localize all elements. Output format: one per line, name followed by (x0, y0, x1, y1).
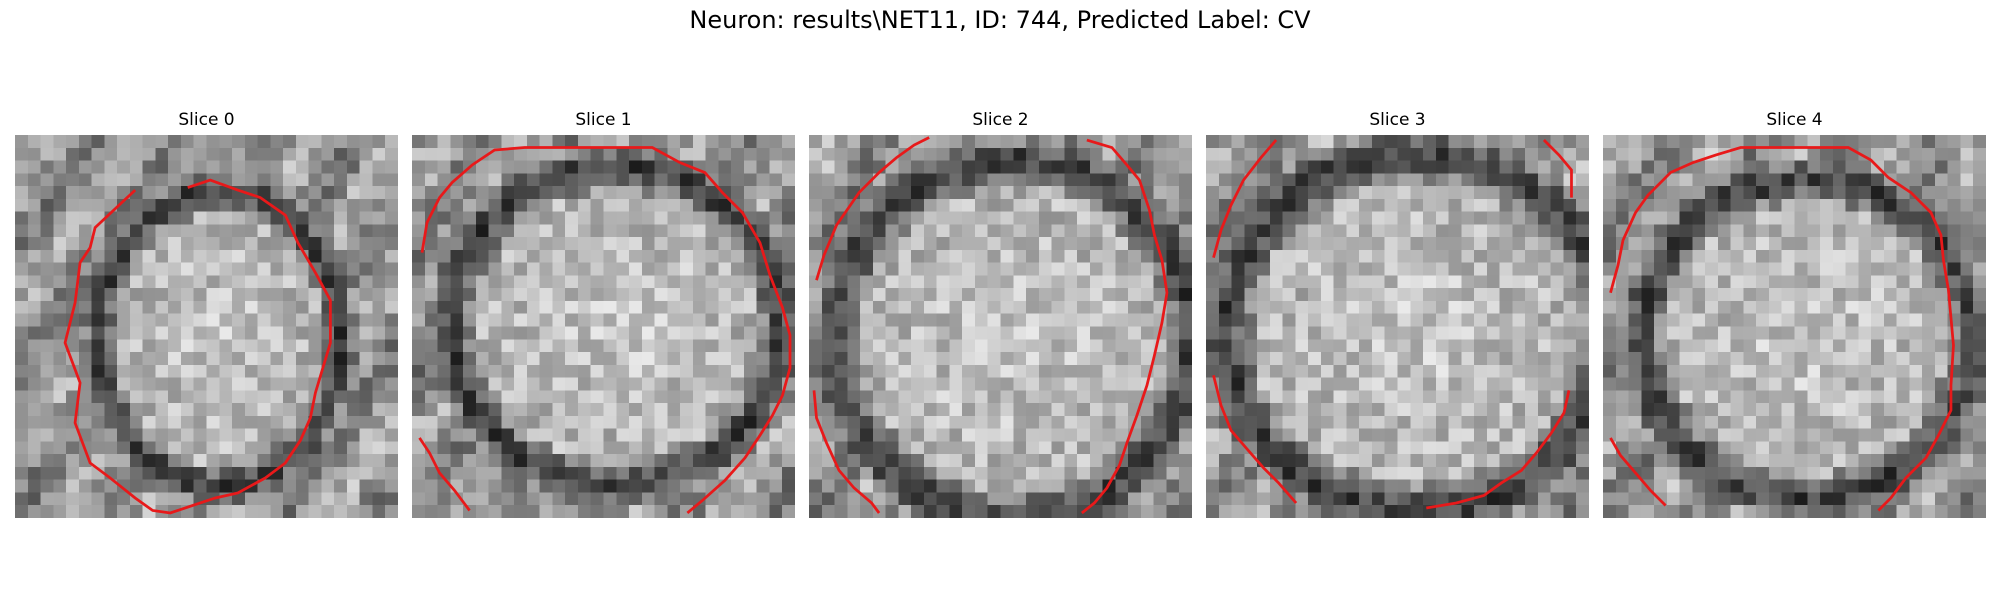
segmentation-contour (63, 178, 332, 515)
slice-panel: Slice 0 (15, 108, 398, 518)
slice-panel: Slice 2 (809, 108, 1192, 518)
slice-panel: Slice 1 (412, 108, 795, 518)
em-slice-image (412, 135, 795, 518)
slice-panel: Slice 4 (1603, 108, 1986, 518)
em-slice-image (15, 135, 398, 518)
segmentation-contour (1080, 138, 1169, 515)
slice-title: Slice 4 (1766, 110, 1823, 130)
slice-panel: Slice 3 (1206, 108, 1589, 518)
contour-overlay (63, 178, 332, 515)
segmentation-contour (1426, 390, 1571, 510)
segmentation-contour (418, 437, 471, 512)
segmentation-contour (1609, 146, 1955, 512)
slice-title: Slice 2 (972, 110, 1029, 130)
segmentation-contour (1212, 374, 1298, 504)
em-slice-image (809, 135, 1192, 518)
em-slice-image (1206, 135, 1589, 518)
segmentation-contour (815, 136, 930, 281)
segmentation-contour (420, 146, 792, 515)
segmentation-contour (812, 390, 881, 514)
contour-overlay (1609, 146, 1955, 512)
segmentation-contour (1609, 437, 1667, 507)
contour-overlay (418, 146, 792, 515)
segmentation-contour (1212, 139, 1278, 259)
em-slice-image (1603, 135, 1986, 518)
segmentation-contour (1542, 139, 1573, 198)
contour-overlay (1212, 139, 1573, 510)
contour-overlay (812, 136, 1169, 515)
slice-title: Slice 3 (1369, 110, 1426, 130)
slice-title: Slice 0 (178, 110, 235, 130)
slice-title: Slice 1 (575, 110, 632, 130)
figure-title: Neuron: results\NET11, ID: 744, Predicte… (689, 6, 1311, 34)
